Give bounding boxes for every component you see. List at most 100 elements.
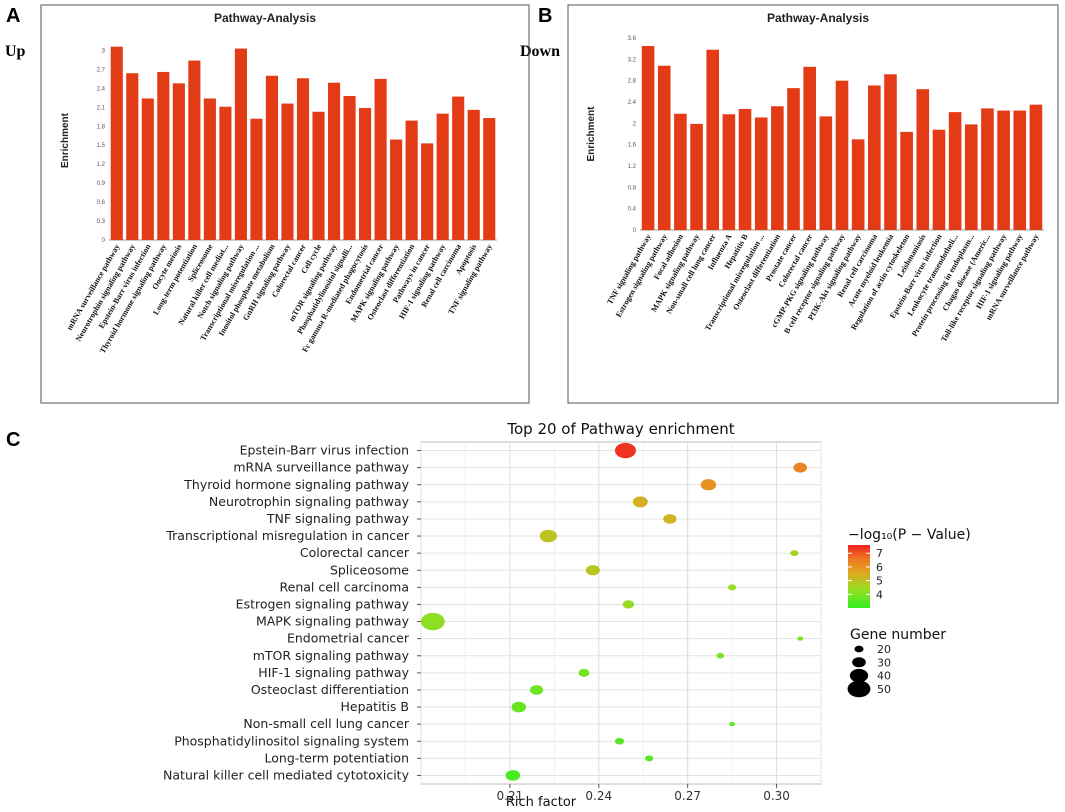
x-tick-label: 0.24 — [585, 789, 612, 803]
y-tick-label: 1.8 — [97, 124, 106, 130]
chart-title: Pathway-Analysis — [767, 11, 869, 25]
bar — [754, 117, 768, 230]
pathway-label: Hepatitis B — [341, 699, 410, 714]
bar — [722, 114, 736, 230]
bubble — [790, 550, 799, 557]
bar — [738, 108, 752, 230]
bubble — [511, 701, 527, 713]
bubble — [505, 770, 521, 781]
panel-c-label: C — [6, 429, 20, 451]
bubble — [793, 462, 808, 473]
pathway-label: TNF signaling pathway — [266, 511, 410, 526]
pathway-label: Neurotrophin signaling pathway — [209, 494, 410, 509]
bar — [787, 88, 800, 230]
pathway-label: Colorectal cancer — [300, 545, 410, 560]
y-tick-label: 0.3 — [97, 219, 106, 225]
y-tick-label: 1.5 — [97, 143, 106, 149]
pathway-label: Thyroid hormone signaling pathway — [183, 477, 409, 492]
bar — [250, 118, 263, 240]
size-legend-label: 40 — [877, 670, 891, 683]
size-legend-dot — [849, 668, 869, 683]
bar — [948, 112, 962, 230]
bar — [997, 110, 1010, 230]
bar — [657, 65, 671, 230]
color-legend-bar — [848, 545, 870, 608]
pathway-label: MAPK signaling pathway — [256, 614, 410, 629]
pathway-label: Osteoclast differentiation — [251, 682, 409, 697]
y-axis-label: Enrichment — [60, 112, 71, 168]
y-tick-label: 3.2 — [628, 57, 637, 63]
bar — [483, 118, 496, 240]
bar — [964, 124, 978, 230]
panel-c-bubble-chart: Top 20 of Pathway enrichment Epstein-Barr… — [163, 420, 822, 810]
y-tick-label: 2 — [633, 121, 637, 127]
panel-b-label: B — [538, 5, 552, 27]
bar — [141, 98, 154, 240]
chart-title: Pathway-Analysis — [214, 11, 316, 25]
bar — [421, 143, 434, 240]
bar — [374, 78, 387, 241]
pathway-label: Endometrial cancer — [287, 631, 410, 646]
pathway-label: Non-small cell lung cancer — [243, 716, 409, 731]
panel-a-label: A — [6, 5, 20, 27]
bar — [706, 49, 720, 230]
bar — [327, 82, 341, 240]
bar — [126, 73, 139, 240]
y-tick-label: 1.2 — [628, 164, 637, 170]
bubble — [716, 652, 725, 659]
pathway-label: Long-term potentiation — [265, 750, 410, 765]
pathway-label: Natural killer cell mediated cytotoxicit… — [163, 767, 410, 782]
pathway-label: Transcriptional misregulation in cancer — [165, 528, 410, 543]
color-legend-title: −log₁₀(P − Value) — [848, 527, 971, 543]
panel-b-side-label: Down — [520, 43, 560, 60]
y-tick-label: 0.9 — [97, 181, 106, 187]
size-legend-label: 50 — [877, 683, 891, 696]
y-tick-label: 2.7 — [97, 67, 106, 73]
size-legend-label: 20 — [877, 643, 891, 656]
bubble — [614, 442, 636, 459]
x-tick-label: 0.21 — [497, 789, 524, 803]
bar — [1029, 104, 1043, 230]
y-tick-label: 2.4 — [628, 100, 637, 106]
y-tick-label: 2.8 — [628, 79, 637, 85]
bubble — [578, 668, 590, 677]
bar — [884, 74, 897, 231]
panel-a-frame — [40, 4, 530, 404]
y-tick-label: 0 — [633, 228, 637, 234]
bar — [690, 123, 703, 230]
bar — [771, 106, 784, 230]
bar — [803, 66, 816, 230]
bar — [851, 139, 865, 230]
panel-a-bar-chart: Pathway-Analysis Enrichment 0 0.3 0.6 0.9 1.2 1… — [60, 11, 497, 355]
bar — [312, 111, 325, 240]
pathway-label: mTOR signaling pathway — [253, 648, 410, 663]
color-tick-label: 5 — [876, 575, 883, 588]
bar — [819, 116, 833, 230]
pathway-label: Epstein-Barr virus infection — [240, 443, 409, 458]
bar — [172, 83, 185, 240]
bar — [343, 95, 356, 240]
y-axis-label: Enrichment — [586, 106, 597, 162]
bubble — [700, 479, 717, 491]
bubble — [622, 600, 635, 609]
bar — [1013, 110, 1027, 230]
bubble — [729, 722, 736, 727]
plot-area — [420, 441, 822, 785]
y-tick-label: 2.1 — [97, 105, 106, 111]
bubble — [529, 685, 544, 695]
y-tick-label: 3.6 — [628, 36, 637, 42]
chart-title: Top 20 of Pathway enrichment — [506, 420, 734, 438]
bar — [203, 98, 216, 240]
bubble — [645, 755, 654, 762]
bubble — [632, 496, 648, 508]
bubble — [420, 612, 445, 631]
pathway-label: Estrogen signaling pathway — [236, 596, 410, 611]
pathway-label: HIF-1 signaling pathway — [258, 665, 409, 680]
bar — [157, 71, 170, 240]
y-tick-label: 3 — [102, 48, 106, 54]
bar — [110, 46, 123, 240]
bubble — [614, 737, 625, 745]
color-tick-label: 6 — [876, 561, 883, 574]
bar — [296, 78, 310, 241]
